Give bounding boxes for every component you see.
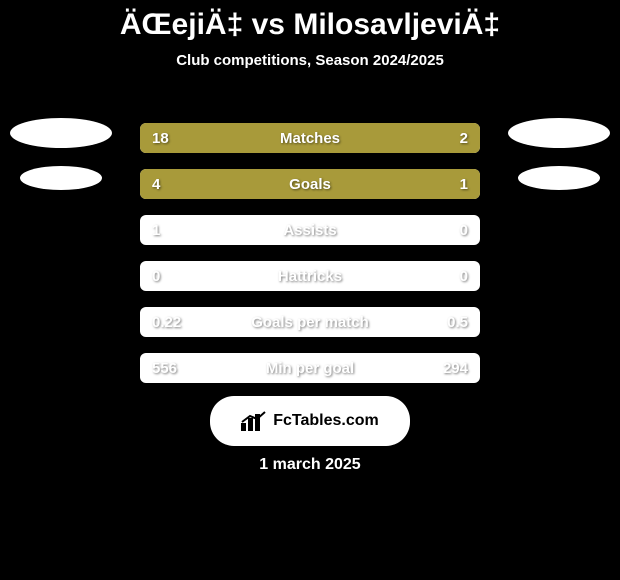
page-title: ÄŒejiÄ‡ vs MilosavljeviÄ‡ xyxy=(0,0,620,42)
right-player-marks xyxy=(508,118,610,190)
player-mark xyxy=(10,118,112,148)
player-mark xyxy=(508,118,610,148)
stat-label: Assists xyxy=(140,215,480,245)
stat-row: 0.22Goals per match0.5 xyxy=(140,307,480,337)
comparison-card: ÄŒejiÄ‡ vs MilosavljeviÄ‡ Club competiti… xyxy=(0,0,620,580)
stat-label: Goals xyxy=(140,169,480,199)
stat-row: 18Matches2 xyxy=(140,123,480,153)
stats-table: 18Matches24Goals11Assists00Hattricks00.2… xyxy=(140,123,480,383)
player-mark xyxy=(20,166,102,190)
stat-row: 1Assists0 xyxy=(140,215,480,245)
stat-row: 556Min per goal294 xyxy=(140,353,480,383)
stat-row: 0Hattricks0 xyxy=(140,261,480,291)
stat-value-right: 0 xyxy=(460,261,468,291)
stat-value-right: 1 xyxy=(460,169,468,199)
stat-value-right: 0.5 xyxy=(447,307,468,337)
stat-label: Matches xyxy=(140,123,480,153)
stat-row: 4Goals1 xyxy=(140,169,480,199)
date-label: 1 march 2025 xyxy=(0,456,620,474)
stat-value-right: 2 xyxy=(460,123,468,153)
stat-value-right: 0 xyxy=(460,215,468,245)
chart-icon xyxy=(241,411,267,431)
stat-label: Hattricks xyxy=(140,261,480,291)
player-left-name: ÄŒejiÄ‡ xyxy=(120,8,243,41)
source-badge-text: FcTables.com xyxy=(273,412,379,430)
stat-label: Goals per match xyxy=(140,307,480,337)
vs-label: vs xyxy=(252,8,285,41)
left-player-marks xyxy=(10,118,112,190)
player-mark xyxy=(518,166,600,190)
stat-value-right: 294 xyxy=(443,353,468,383)
subtitle: Club competitions, Season 2024/2025 xyxy=(0,52,620,69)
stat-label: Min per goal xyxy=(140,353,480,383)
source-badge: FcTables.com xyxy=(210,396,410,446)
player-right-name: MilosavljeviÄ‡ xyxy=(293,8,500,41)
